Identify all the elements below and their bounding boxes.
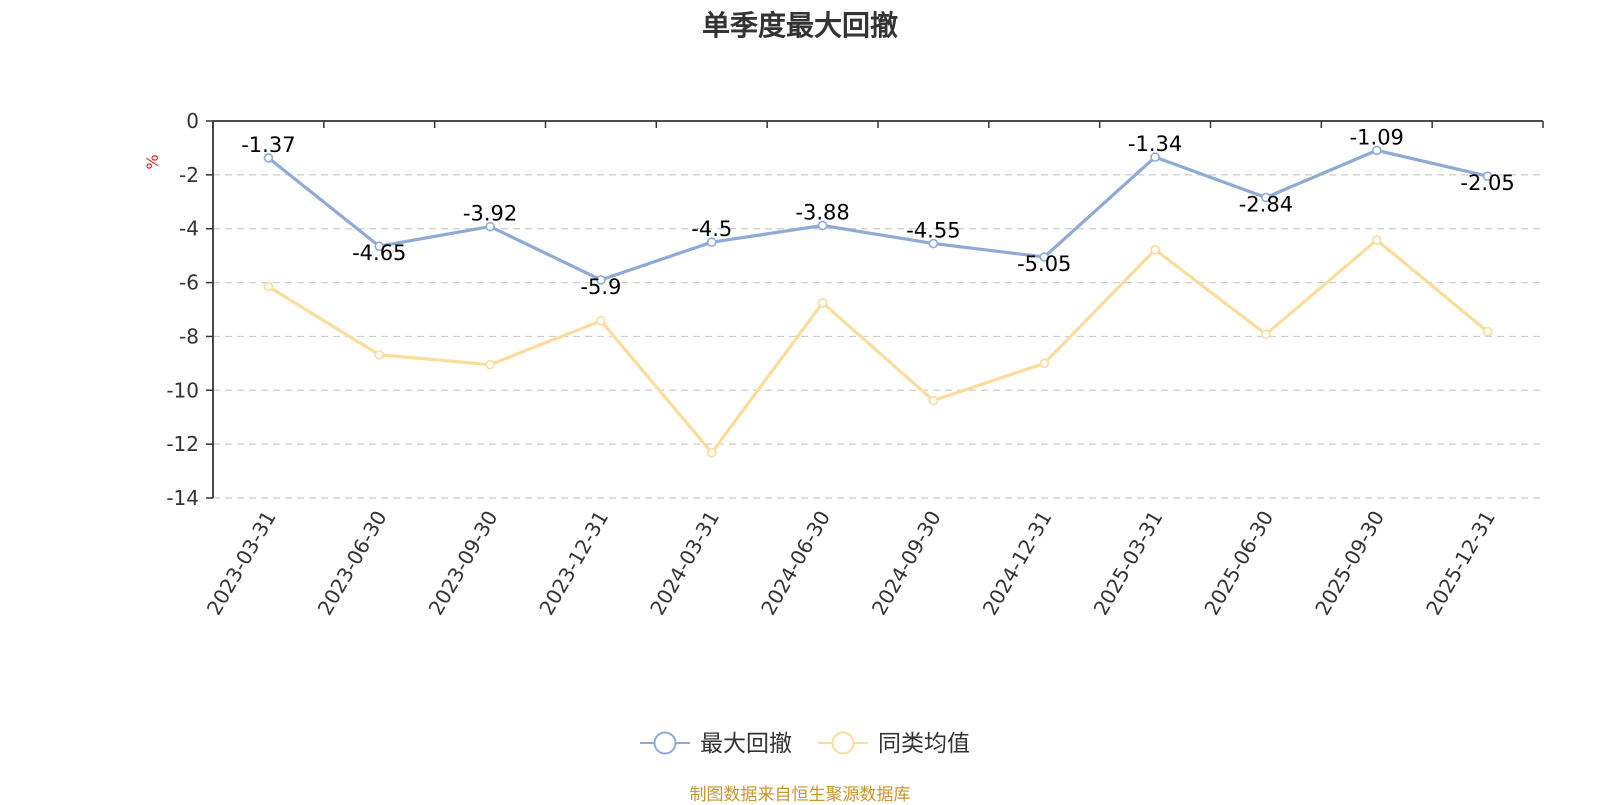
data-point <box>1150 152 1160 162</box>
data-label: -5.05 <box>1017 252 1071 276</box>
series-line <box>267 238 1489 455</box>
x-tick-label: 2024-03-31 <box>645 507 724 620</box>
data-label: -4.65 <box>352 241 406 265</box>
data-label: -2.05 <box>1460 171 1514 195</box>
x-tick-label: 2024-06-30 <box>756 507 835 620</box>
data-point <box>1371 145 1382 156</box>
legend-label: 最大回撤 <box>700 731 792 757</box>
data-point <box>928 238 939 249</box>
x-tick-label: 2023-06-30 <box>313 507 392 620</box>
data-point <box>263 281 274 292</box>
data-label: -3.92 <box>463 202 517 226</box>
data-point <box>596 275 606 285</box>
data-point <box>1039 252 1050 262</box>
x-tick-label: 2025-03-31 <box>1089 507 1168 620</box>
legend: 最大回撤 同类均值 <box>640 731 970 757</box>
y-axis-unit: % <box>143 154 162 169</box>
series-lines <box>263 145 1493 458</box>
legend-marker <box>831 731 855 755</box>
y-tick-label: -2 <box>179 163 199 187</box>
data-label: -3.88 <box>795 200 849 224</box>
data-label: -4.55 <box>906 219 960 243</box>
y-tick-label: -6 <box>179 271 199 295</box>
data-label: -4.5 <box>691 217 732 241</box>
data-point <box>1261 329 1271 340</box>
data-point <box>374 349 385 360</box>
data-point <box>374 241 385 252</box>
data-label: -1.37 <box>241 133 295 157</box>
y-tick-label: -10 <box>166 378 199 402</box>
y-tick-label: -12 <box>166 432 199 456</box>
x-tick-label: 2025-12-31 <box>1421 507 1500 620</box>
y-tick-label: 0 <box>186 109 199 133</box>
gridlines <box>213 174 1543 499</box>
data-point <box>1261 192 1271 203</box>
legend-marker <box>653 731 677 755</box>
data-point <box>485 359 495 370</box>
data-point <box>706 237 717 247</box>
data-labels: -1.37 -4.65 -3.92 -5.9 -4.5 -3.88 -4.55 -5.05 -1… <box>241 125 1515 299</box>
y-tick-label: -14 <box>166 486 199 510</box>
y-tick-label: -4 <box>179 217 199 241</box>
data-point <box>263 153 274 163</box>
data-point <box>928 395 939 406</box>
series-line <box>267 148 1488 282</box>
source-note: 制图数据来自恒生聚源数据库 <box>689 785 911 805</box>
x-tick-label: 2024-09-30 <box>867 507 946 620</box>
data-point <box>1482 171 1493 182</box>
data-point <box>1482 326 1493 337</box>
data-point <box>596 316 606 326</box>
data-point <box>817 220 828 231</box>
data-point <box>817 297 828 308</box>
data-label: -2.84 <box>1239 192 1293 216</box>
axes: 0 -2 -4 -6 -8 -10 -12 -14% 2023-03-31 2023-06-30 2… <box>143 109 1544 620</box>
data-point <box>1371 235 1382 245</box>
data-point <box>706 447 717 458</box>
legend-label: 同类均值 <box>878 731 970 757</box>
data-label: -1.09 <box>1350 125 1404 149</box>
data-point <box>1039 358 1050 369</box>
data-point <box>485 221 495 232</box>
chart-title: 单季度最大回撤 <box>701 9 898 42</box>
x-tick-label: 2023-12-31 <box>534 507 613 620</box>
x-tick-label: 2025-06-30 <box>1199 507 1278 620</box>
y-tick-label: -8 <box>179 324 199 348</box>
x-tick-label: 2023-09-30 <box>424 507 503 620</box>
data-label: -1.34 <box>1128 132 1182 156</box>
data-point <box>1150 244 1160 255</box>
x-tick-label: 2025-09-30 <box>1310 507 1389 620</box>
x-tick-label: 2023-03-31 <box>202 507 281 620</box>
x-tick-label: 2024-12-31 <box>978 507 1057 620</box>
data-label: -5.9 <box>580 275 621 299</box>
